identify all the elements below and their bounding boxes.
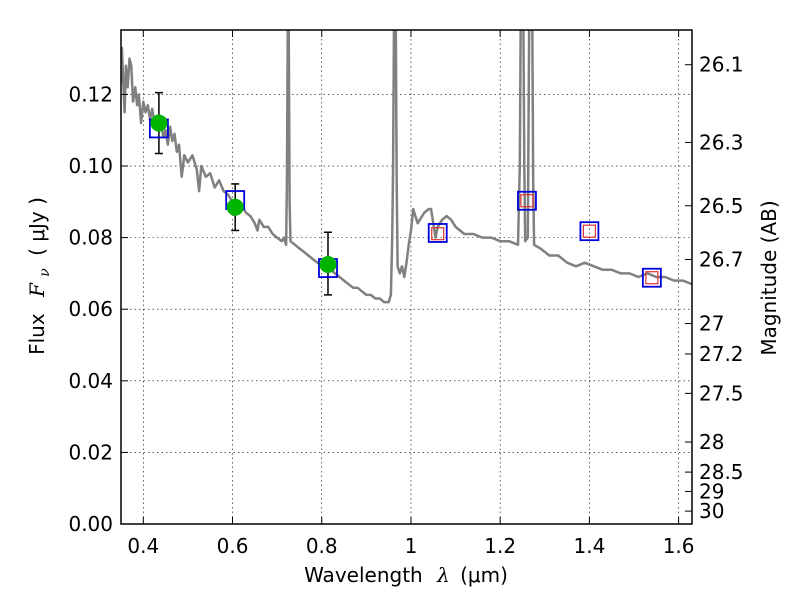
y2-tick-label: 27.5 [699,381,744,405]
x-axis-label: Wavelength λ (μm) [304,563,508,587]
x-tick-label: 0.4 [127,534,159,558]
y-tick-label: 0.08 [68,226,113,250]
y-axis-label: Flux F ν ( μJy ) [25,197,54,355]
y2-tick-label: 26.3 [699,130,744,154]
y2-tick-label: 29 [699,479,724,503]
observed-flux-point [319,255,337,273]
y-tick-label: 0.12 [68,82,113,106]
plot-area [121,30,692,304]
y2-tick-label: 27.2 [699,342,744,366]
y-tick-label: 0.00 [68,512,113,536]
y2-tick-label: 27 [699,312,724,336]
observed-flux-point [150,114,168,132]
model-photometry-square [517,190,537,211]
y-axis-label-subscript: ν [37,268,53,277]
y-axis-label-prefix: Flux [25,313,49,355]
y2-tick-label: 26.1 [699,53,744,77]
observed-flux-point [226,198,244,216]
model-photometry-inner-square [520,194,534,208]
x-tick-label: 1.4 [573,534,605,558]
y-tick-label: 0.10 [68,154,113,178]
model-spectrum-line [121,30,692,304]
x-tick-label: 1 [405,534,418,558]
x-axis-label-unit: (μm) [460,563,508,587]
model-photometry-inner-square [431,227,445,241]
plot-frame [120,29,693,525]
x-tick-label: 0.8 [306,534,338,558]
y2-tick-label: 30 [699,499,724,523]
y2-axis-label: Magnitude (AB) [757,200,781,355]
y2-tick-label: 28.5 [699,460,744,484]
model-photometry-square [579,221,600,242]
grid [121,30,692,525]
y2-tick-label: 26.7 [699,247,744,271]
x-tick-label: 0.6 [217,534,249,558]
model-photometry-inner-square [582,224,596,238]
model-photometry-inner-square [645,271,659,285]
y-tick-label: 0.06 [68,297,113,321]
x-tick-label: 1.6 [663,534,695,558]
y2-tick-label: 28 [699,430,724,454]
y-tick-label: 0.04 [68,369,113,393]
y-axis-label-unit: ( μJy ) [25,197,49,256]
x-axis-label-symbol: λ [436,563,450,587]
y-axis-label-symbol: F [25,282,49,298]
model-photometry-square [641,267,662,288]
x-tick-label: 1.2 [484,534,516,558]
model-photometry-square [427,223,448,243]
x-axis-label-prefix: Wavelength [304,563,423,587]
y2-tick-label: 26.5 [699,194,744,218]
y-tick-label: 0.02 [68,440,113,464]
ticks: 0.4 0.6 0.8 1 1.2 1.4 1.6 0.00 0.02 0.04 0.06 0.08 0… [68,30,744,558]
